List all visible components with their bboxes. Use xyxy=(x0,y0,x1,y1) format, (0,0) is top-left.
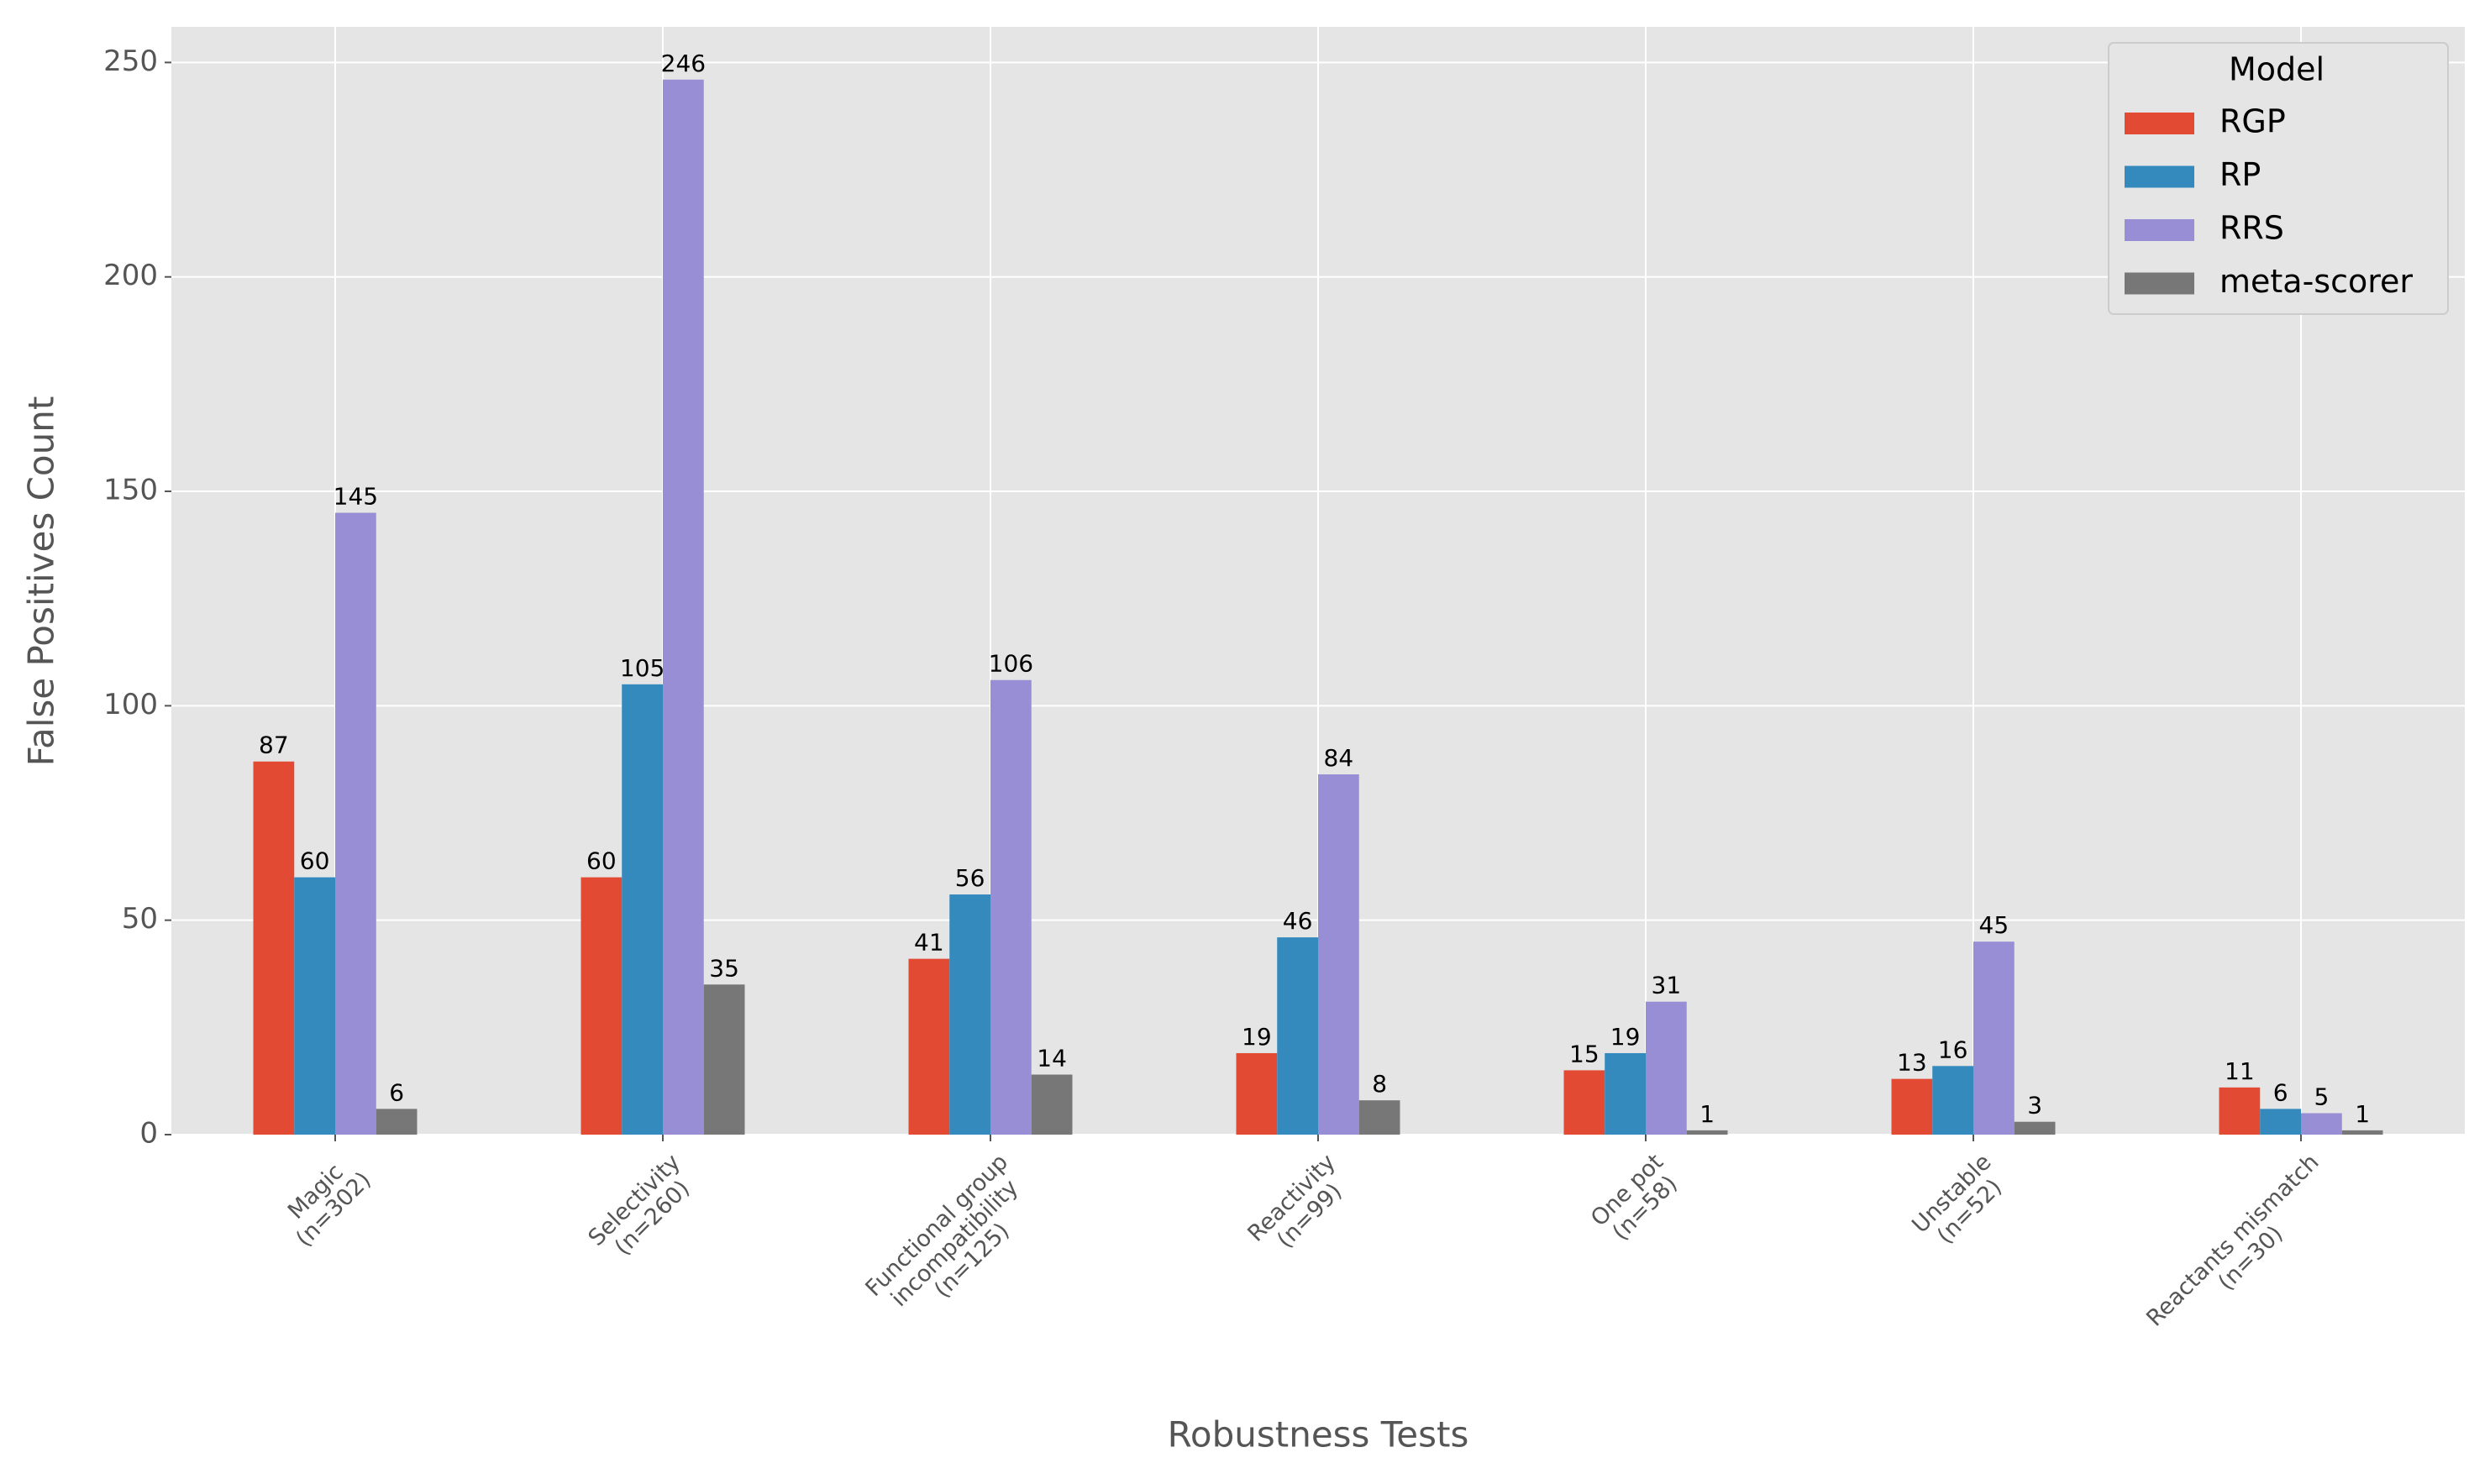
y-tick-label: 100 xyxy=(103,688,158,721)
bar xyxy=(1646,1001,1687,1135)
value-label: 35 xyxy=(709,954,739,982)
value-label: 11 xyxy=(2225,1057,2255,1085)
value-label: 106 xyxy=(989,650,1033,678)
bar xyxy=(663,79,704,1135)
bar xyxy=(1605,1052,1646,1135)
legend-swatch xyxy=(2125,219,2194,241)
bar xyxy=(1563,1070,1605,1135)
y-tick-label: 50 xyxy=(122,902,158,936)
bar xyxy=(2341,1130,2383,1135)
y-tick-label: 150 xyxy=(103,474,158,507)
value-label: 45 xyxy=(1979,911,2009,939)
x-axis-label: Robustness Tests xyxy=(1168,1414,1469,1455)
value-label: 60 xyxy=(586,847,617,875)
value-label: 60 xyxy=(300,847,330,875)
bar xyxy=(1358,1100,1400,1135)
bar xyxy=(376,1109,418,1135)
value-label: 3 xyxy=(2027,1092,2042,1120)
value-label: 145 xyxy=(334,483,378,511)
y-tick-label: 0 xyxy=(139,1117,158,1151)
value-label: 46 xyxy=(1283,907,1313,935)
legend-swatch xyxy=(2125,113,2194,134)
value-label: 246 xyxy=(661,50,706,77)
bar xyxy=(622,684,663,1135)
legend-label: RRS xyxy=(2219,210,2284,247)
value-label: 15 xyxy=(1569,1040,1600,1067)
value-label: 19 xyxy=(1242,1023,1272,1051)
value-label: 8 xyxy=(1372,1070,1387,1098)
value-label: 16 xyxy=(1938,1036,1968,1063)
value-label: 84 xyxy=(1324,744,1354,772)
bar xyxy=(990,679,1032,1135)
bar xyxy=(1932,1066,1973,1135)
bar xyxy=(335,512,376,1135)
legend-title: Model xyxy=(2229,51,2325,88)
bar xyxy=(949,894,990,1135)
value-label: 56 xyxy=(955,864,985,892)
bar xyxy=(580,877,622,1135)
value-label: 14 xyxy=(1037,1045,1067,1072)
bar xyxy=(294,877,335,1135)
legend-swatch xyxy=(2125,272,2194,295)
bar xyxy=(2219,1087,2261,1135)
bar xyxy=(2014,1121,2056,1135)
value-label: 31 xyxy=(1652,972,1682,999)
value-label: 6 xyxy=(2273,1078,2288,1106)
y-tick-label: 250 xyxy=(103,45,158,78)
bar xyxy=(2260,1109,2301,1135)
value-label: 1 xyxy=(1699,1100,1715,1128)
bar xyxy=(1686,1130,1728,1135)
bar xyxy=(253,761,295,1135)
bar xyxy=(1236,1052,1278,1135)
bar xyxy=(1973,941,2015,1135)
y-tick-label: 200 xyxy=(103,259,158,292)
value-label: 6 xyxy=(389,1078,404,1106)
value-label: 5 xyxy=(2314,1083,2329,1110)
bar xyxy=(908,958,950,1135)
y-axis-label: False Positives Count xyxy=(21,396,62,767)
value-label: 19 xyxy=(1610,1023,1641,1051)
bar xyxy=(1031,1074,1073,1135)
value-label: 1 xyxy=(2355,1100,2370,1128)
value-label: 105 xyxy=(620,654,665,682)
legend-swatch xyxy=(2125,165,2194,188)
legend-box xyxy=(2108,42,2449,315)
value-label: 41 xyxy=(914,929,944,957)
bar xyxy=(1318,774,1359,1135)
bar xyxy=(703,984,745,1135)
legend-label: meta-scorer xyxy=(2219,263,2413,300)
value-label: 87 xyxy=(259,732,289,759)
legend-label: RP xyxy=(2219,156,2261,193)
bar xyxy=(1891,1078,1933,1135)
legend-label: RGP xyxy=(2219,103,2286,140)
value-label: 13 xyxy=(1897,1049,1927,1077)
bar xyxy=(1277,937,1318,1135)
bar xyxy=(2301,1113,2342,1135)
